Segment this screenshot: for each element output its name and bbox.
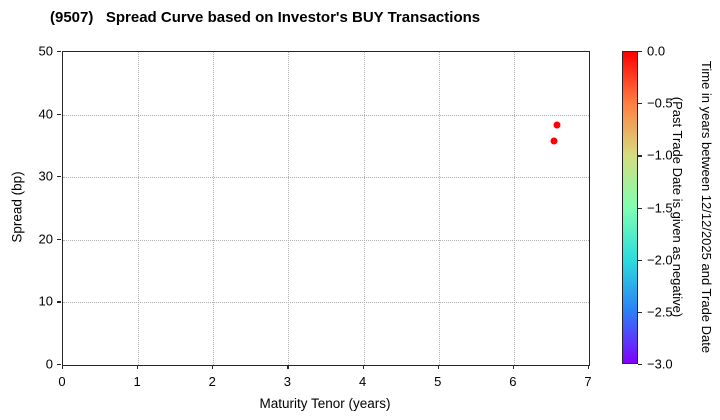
x-tick-label-1: 1 [133,374,141,389]
gridline-x-1 [138,52,140,365]
x-tick-2 [212,365,214,369]
gridline-y-40 [63,114,589,116]
colorbar-tick-4 [638,259,642,261]
y-tick-30 [57,176,61,178]
x-tick-3 [287,365,289,369]
y-axis-label: Spread (bp) [9,171,25,243]
x-tick-label-5: 5 [434,374,442,389]
gridline-y-30 [63,177,589,179]
gridline-x-4 [363,52,365,365]
colorbar-tick-1 [638,103,642,105]
gridline-x-5 [438,52,440,365]
colorbar-tick-label-6: −3.0 [647,356,673,372]
x-tick-4 [362,365,364,369]
colorbar-label-line1: Time in years between 12/12/2025 and Tra… [699,60,714,354]
colorbar-tick-label-3: −1.5 [647,200,673,215]
y-tick-50 [57,51,61,53]
colorbar-tick-2 [638,155,642,157]
y-tick-label-20: 20 [38,231,53,247]
x-tick-label-2: 2 [208,374,216,389]
y-tick-0 [57,364,61,366]
gridline-x-3 [288,52,290,365]
y-tick-40 [57,113,61,115]
colorbar-tick-label-4: −2.0 [647,252,673,268]
x-tick-label-4: 4 [358,374,367,389]
x-tick-label-6: 6 [509,374,517,389]
colorbar-tick-0 [638,51,642,53]
colorbar-tick-3 [638,207,642,209]
colorbar-tick-label-2: −1.0 [647,147,673,163]
y-tick-label-10: 10 [38,293,53,309]
colorbar-tick-6 [638,364,642,366]
y-tick-label-0: 0 [45,356,53,372]
x-tick-label-3: 3 [283,374,292,389]
colorbar-tick-label-0: 0.0 [647,43,666,59]
colorbar [622,51,638,364]
colorbar-tick-label-5: −2.5 [647,304,673,320]
y-tick-10 [57,301,61,303]
y-tick-20 [57,238,61,240]
x-tick-1 [137,365,139,369]
x-tick-5 [437,365,439,369]
gridline-x-2 [213,52,215,365]
x-tick-label-0: 0 [58,374,66,389]
x-axis-label: Maturity Tenor (years) [259,396,391,411]
colorbar-tick-label-1: −0.5 [647,95,673,111]
x-tick-0 [62,365,64,369]
gridline-y-10 [63,302,589,304]
y-tick-label-30: 30 [38,168,53,184]
data-point-1 [550,137,558,145]
chart-title: (9507) Spread Curve based on Investor's … [50,9,481,26]
colorbar-tick-5 [638,311,642,314]
x-tick-7 [588,365,590,369]
data-point-0 [553,121,561,129]
gridline-y-20 [63,239,589,241]
x-tick-6 [512,365,515,369]
plot-area [62,51,590,366]
gridline-x-6 [513,52,515,365]
y-tick-label-50: 50 [38,43,53,59]
x-tick-label-7: 7 [584,374,592,389]
y-tick-label-40: 40 [38,106,53,122]
